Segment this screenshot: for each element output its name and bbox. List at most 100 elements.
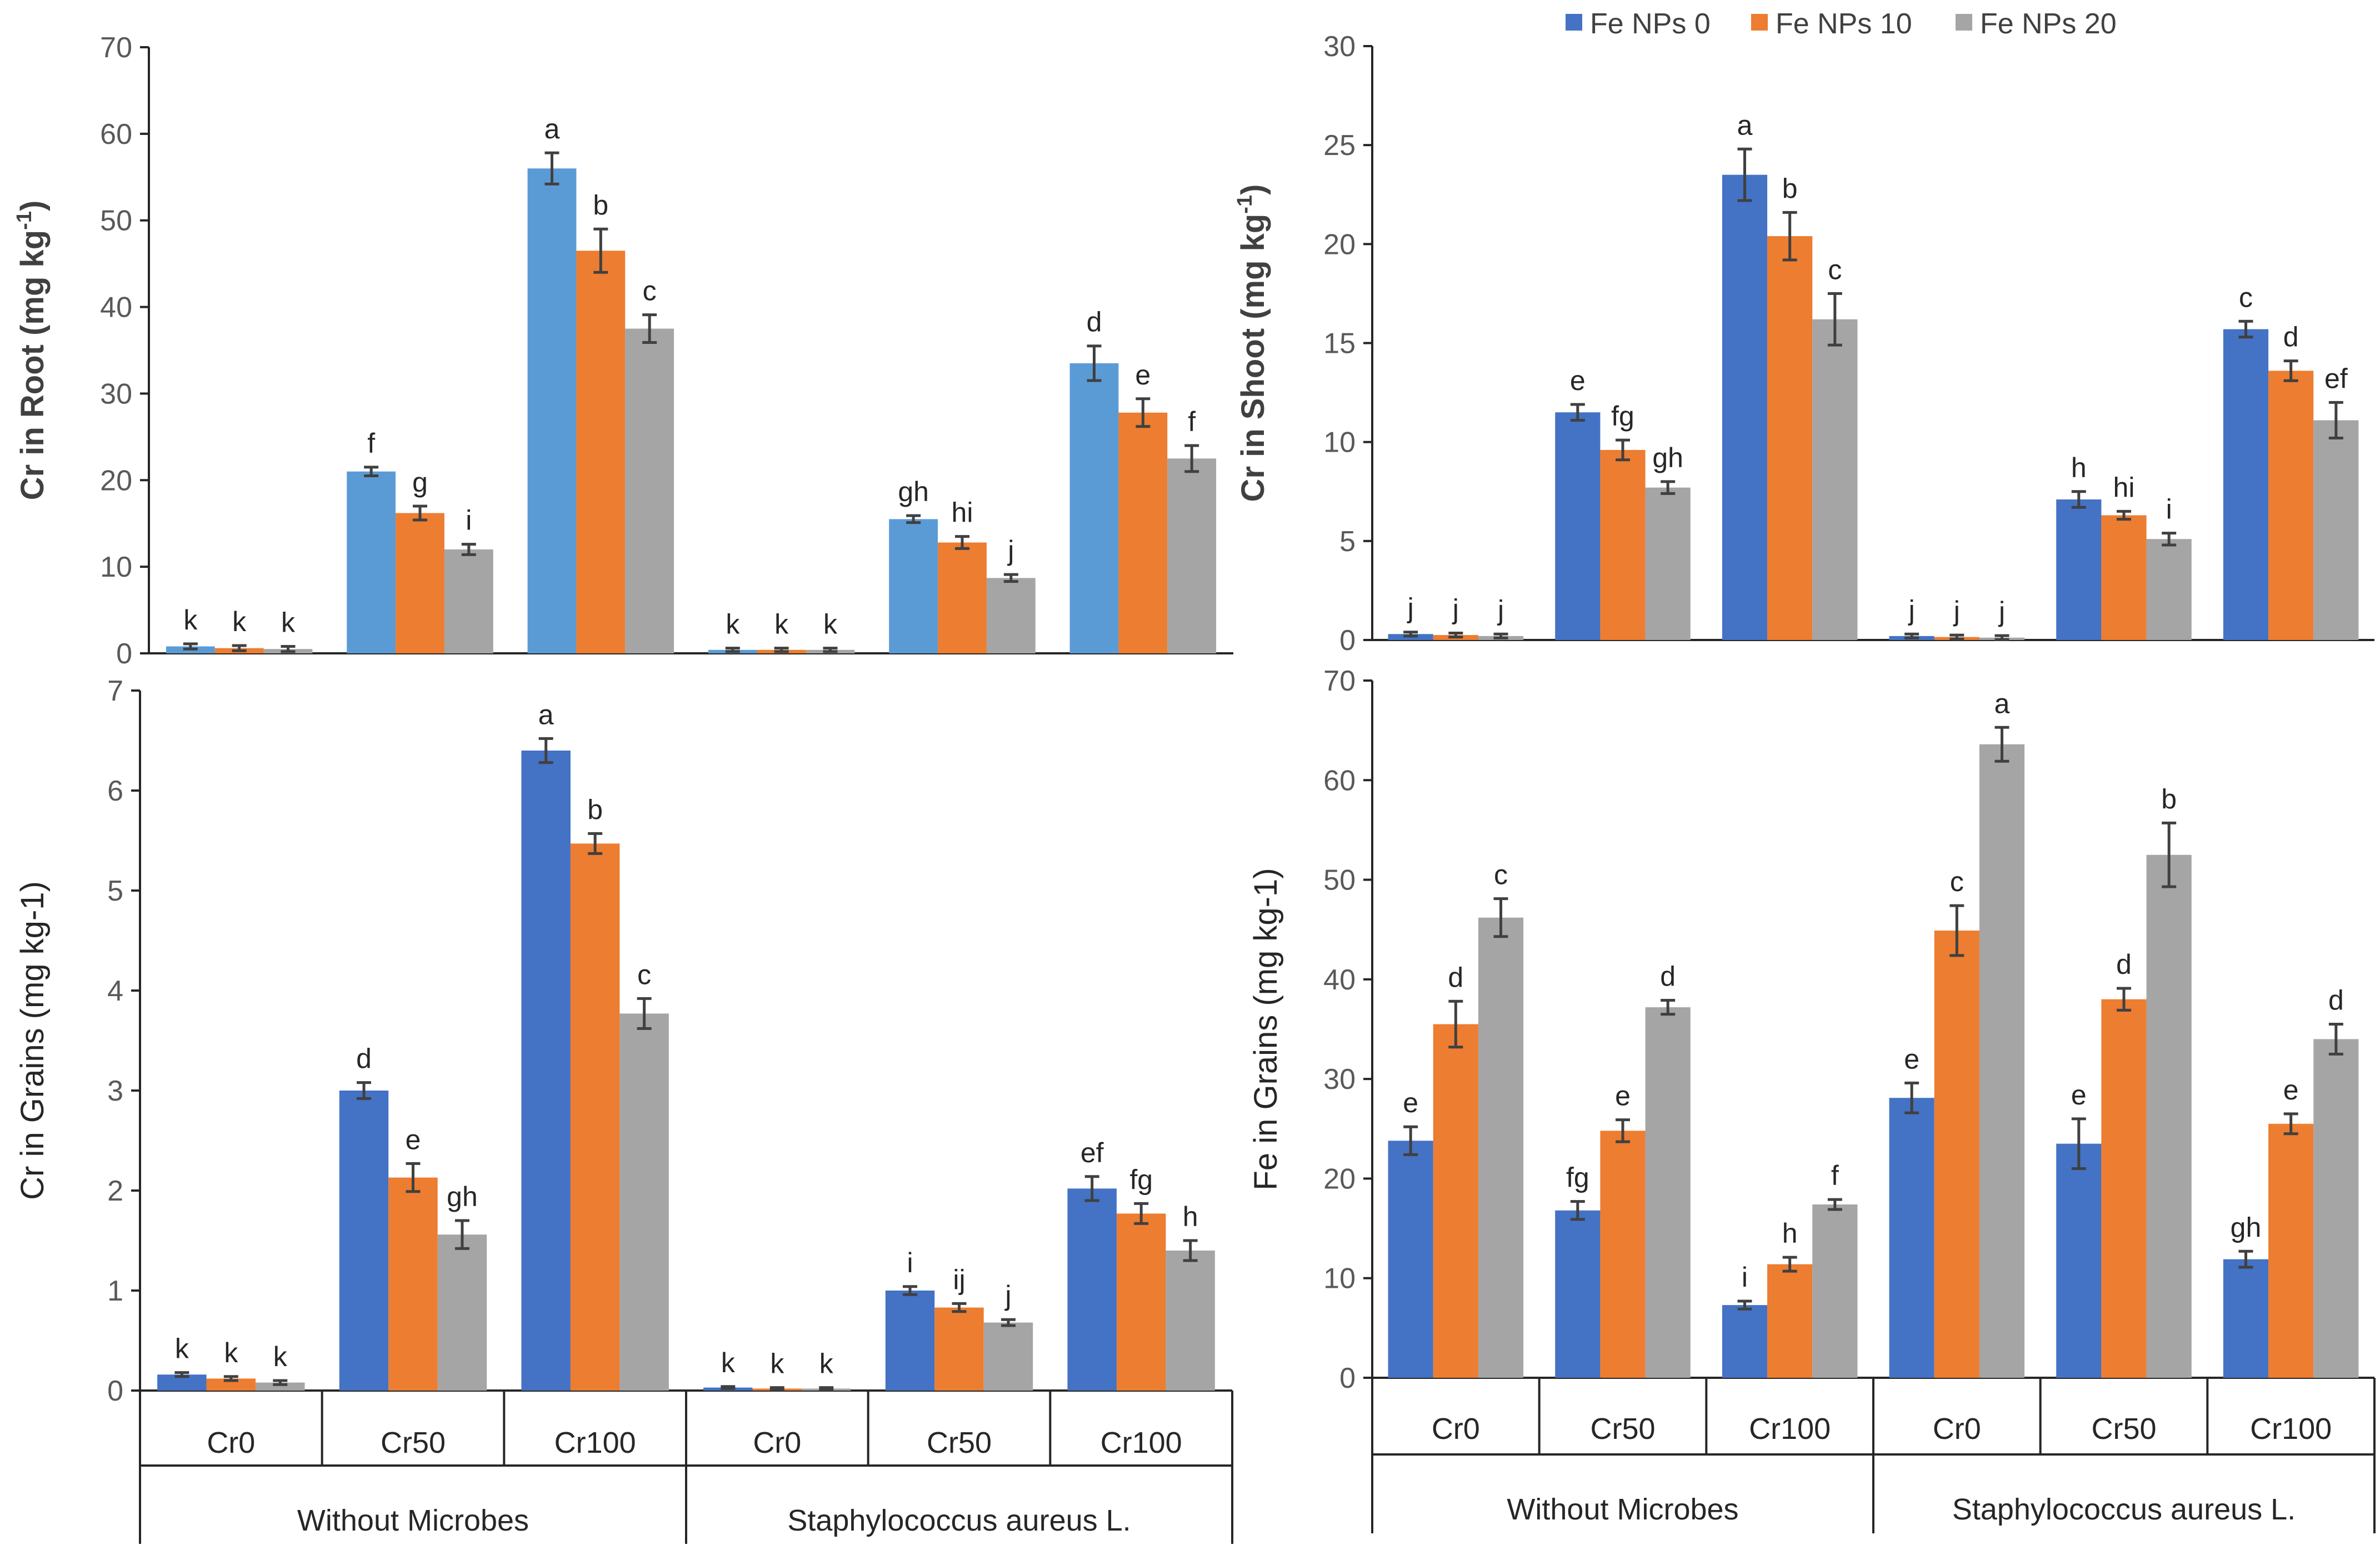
significance-label: k (281, 607, 296, 638)
significance-label: fg (1611, 401, 1634, 432)
y-tick-label: 40 (1323, 964, 1356, 996)
category-label: Cr100 (1101, 1426, 1182, 1459)
bar (2268, 1123, 2314, 1378)
bar (938, 542, 987, 653)
significance-label: fg (1566, 1162, 1589, 1193)
legend-swatch-fe-nps-10 (1751, 14, 1768, 31)
y-axis-title: Cr in Root (mg kg-1) (13, 201, 51, 501)
y-tick-label: 3 (107, 1075, 123, 1107)
significance-label: j (1908, 594, 1915, 626)
bar (983, 1322, 1033, 1391)
y-tick-label: 6 (107, 775, 123, 807)
significance-label: fg (1129, 1164, 1153, 1195)
significance-label: gh (898, 476, 929, 507)
significance-label: d (356, 1043, 372, 1074)
significance-label: k (224, 1337, 238, 1368)
significance-label: d (2116, 949, 2132, 980)
significance-label: hi (952, 497, 973, 528)
bar (2223, 329, 2269, 640)
y-tick-label: 20 (100, 464, 132, 497)
y-tick-label: 1 (107, 1275, 123, 1307)
bar (570, 843, 620, 1391)
panel-cr-in-root: 0 10 20 30 40 50 60 70 Cr in Root (mg kg-1) k f a k g… (13, 32, 1233, 670)
bar (1812, 319, 1858, 640)
significance-label: i (466, 505, 472, 536)
y-tick-label: 0 (107, 1375, 123, 1407)
significance-label: e (1615, 1081, 1631, 1112)
significance-label: i (1742, 1262, 1748, 1293)
bar (1067, 1188, 1117, 1391)
y-tick-label: 50 (1323, 864, 1356, 897)
significance-label: e (1904, 1043, 1919, 1074)
significance-label: a (1994, 688, 2010, 719)
bar (1555, 1210, 1601, 1378)
y-tick-label: 10 (100, 551, 132, 583)
significance-label: k (770, 1348, 784, 1379)
bar (1069, 363, 1119, 653)
y-tick-label: 25 (1323, 129, 1356, 162)
bar (1600, 1131, 1646, 1378)
bar (1388, 1141, 1433, 1378)
significance-label: k (183, 604, 198, 636)
significance-label: e (1403, 1087, 1418, 1118)
bar (2056, 499, 2102, 640)
panel-cr-in-shoot: 0 5 10 15 20 25 30 Cr in Shoot (mg kg-1) j e a j h c j… (1233, 31, 2374, 657)
significance-label: k (726, 609, 740, 640)
bar (1889, 1098, 1934, 1378)
bar (1118, 412, 1168, 653)
significance-label: f (1188, 406, 1196, 437)
y-axis-title: Fe in Grains (mg kg-1) (1248, 868, 1284, 1190)
bar (256, 1382, 305, 1391)
y-tick-label: 30 (100, 378, 132, 410)
y-tick-label: 10 (1323, 1263, 1356, 1295)
category-label: Cr0 (1432, 1412, 1480, 1446)
bar (2268, 371, 2314, 640)
category-label: Cr50 (381, 1426, 446, 1459)
bar (2056, 1143, 2102, 1378)
significance-label: j (1497, 594, 1504, 626)
y-tick-label: 20 (1323, 1163, 1356, 1195)
bar (527, 168, 577, 653)
bar (1600, 449, 1646, 640)
group-label: Staphylococcus aureus L. (1952, 1493, 2296, 1526)
category-label: Cr0 (1933, 1412, 1981, 1446)
y-tick-label: 70 (1323, 665, 1356, 697)
bar (1645, 1007, 1691, 1378)
legend: Fe NPs 0 Fe NPs 10 Fe NPs 20 (1566, 8, 2117, 40)
bar (986, 578, 1036, 653)
significance-label: h (1183, 1201, 1198, 1232)
significance-label: g (412, 467, 428, 498)
y-tick-label: 50 (100, 205, 132, 237)
bar (1555, 412, 1601, 640)
significance-label: c (1828, 254, 1842, 285)
significance-label: d (1448, 962, 1463, 993)
significance-label: j (1407, 593, 1414, 624)
bar (521, 751, 571, 1391)
bar (885, 1291, 935, 1391)
significance-label: h (2071, 452, 2087, 483)
significance-label: k (175, 1333, 189, 1364)
y-tick-label: 0 (1339, 1362, 1356, 1394)
significance-label: gh (447, 1181, 478, 1212)
significance-label: ef (1081, 1137, 1104, 1168)
category-label: Cr50 (1590, 1412, 1655, 1446)
group-label: Staphylococcus aureus L. (787, 1504, 1131, 1537)
significance-label: k (774, 609, 789, 640)
bar (347, 471, 396, 653)
category-label: Cr100 (554, 1426, 636, 1459)
category-label: Cr50 (2091, 1412, 2156, 1446)
legend-label-fe-nps-20: Fe NPs 20 (1980, 8, 2117, 40)
significance-label: h (1782, 1218, 1798, 1249)
y-tick-label: 7 (107, 675, 123, 707)
panel-cr-in-grains: 0 1 2 3 4 5 6 7 Cr in Grains (mg kg-1) k d a k i ef k e b… (14, 675, 1233, 1544)
bar (2313, 420, 2359, 640)
significance-label: k (819, 1348, 834, 1379)
category-label: Cr100 (2250, 1412, 2332, 1446)
bar (2146, 539, 2192, 640)
y-tick-label: 10 (1323, 427, 1356, 459)
significance-label: c (2239, 282, 2253, 313)
bar (1767, 1264, 1813, 1378)
significance-label: b (587, 794, 603, 825)
